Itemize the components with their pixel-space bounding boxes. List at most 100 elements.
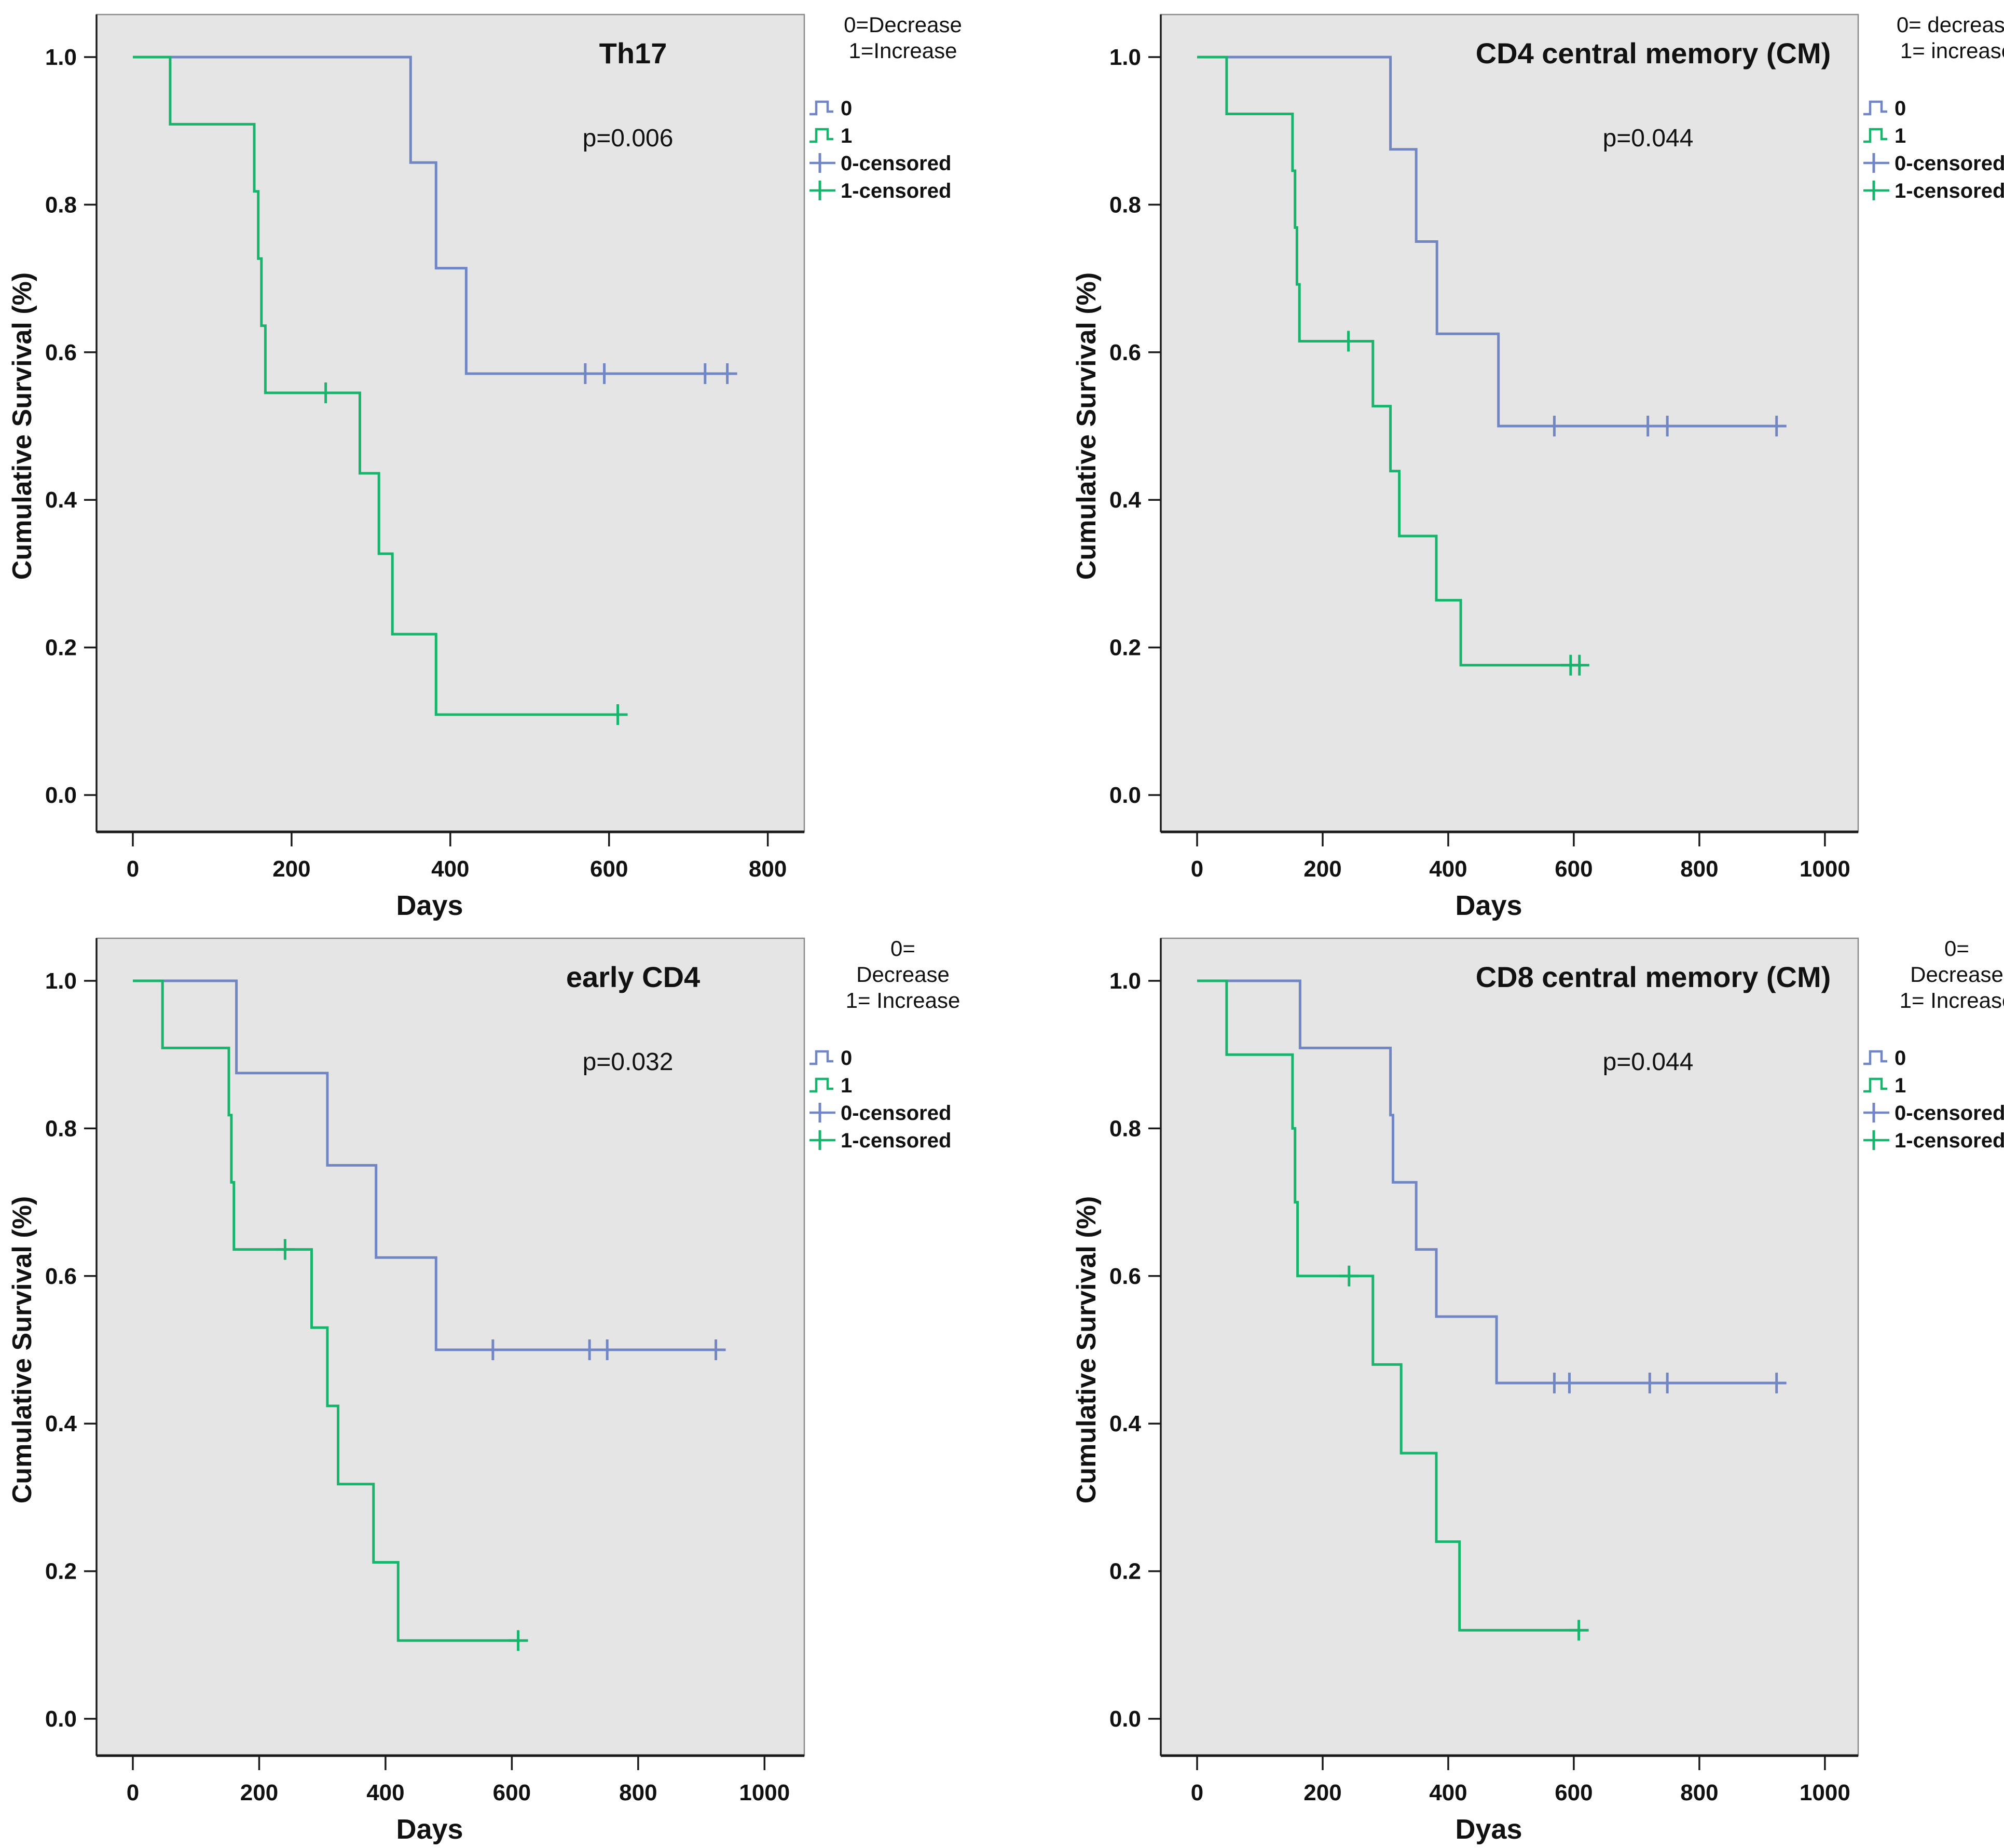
legend-entry-label: 0-censored: [1895, 1102, 2004, 1125]
legend: 0= decrease1= increase 0 1 0-censored 1-cens…: [1863, 12, 2004, 202]
y-axis-tick-label: 0.8: [45, 1116, 77, 1141]
series-1-curve: [133, 56, 618, 716]
x-axis-tick-label: 400: [366, 1780, 404, 1805]
plot-area: [1160, 937, 1859, 1757]
legend-title-line: 1= increase: [1900, 38, 2004, 63]
legend-step-line-icon: [1863, 1050, 1887, 1065]
plot-area: [95, 937, 805, 1757]
legend-entry-label: 1: [841, 125, 852, 147]
series-0-curve: [1197, 56, 1777, 428]
series-0-curve: [1197, 979, 1777, 1385]
plot-area: [1160, 13, 1859, 833]
x-axis-tick-label: 800: [749, 856, 787, 882]
legend-step-line-icon: [809, 128, 833, 143]
y-axis-tick-label: 0.2: [45, 1559, 77, 1584]
legend-title-line: Decrease: [1910, 962, 2003, 987]
x-axis-tick-label: 400: [431, 856, 469, 882]
panel-title: CD8 central memory (CM): [1476, 961, 1831, 993]
y-axis-tick-label: 0.6: [1109, 1264, 1141, 1289]
legend-entry-label: 0-censored: [841, 152, 951, 175]
km-plot-cd8-central-memory: 1.0 0.8 0.6 0.4 0.2 0.0 0 200 400 600 800 1000 Dyas C…: [1072, 936, 2004, 1845]
legend-entry-label: 1-censored: [1895, 180, 2004, 202]
x-axis-tick-label: 1000: [1800, 856, 1850, 882]
legend-title-line: Decrease: [856, 962, 950, 987]
x-axis-tick-label: 400: [1429, 1780, 1467, 1805]
x-axis-tick-label: 600: [1555, 856, 1593, 882]
series-0-censor-marks: [575, 363, 737, 385]
km-plot-th17: 1.0 0.8 0.6 0.4 0.2 0.0 0 200 400 600 800 Days Cumul…: [7, 12, 962, 921]
y-axis-tick-label: 0.4: [45, 1411, 77, 1436]
legend-title-line: 0= decrease: [1897, 12, 2004, 37]
p-value-label: p=0.044: [1603, 1048, 1694, 1076]
x-axis-tick-label: 600: [590, 856, 628, 882]
x-axis-title: Dyas: [1455, 1814, 1522, 1845]
x-axis-tick-label: 200: [1303, 856, 1341, 882]
legend-entry-label: 0: [1895, 1047, 1906, 1070]
y-axis-tick-label: 0.8: [45, 192, 77, 217]
y-axis-title: Cumulative Survival (%): [1072, 1196, 1102, 1503]
y-axis-tick-label: 0.2: [45, 635, 77, 661]
legend-step-line-icon: [1863, 1077, 1887, 1093]
legend-step-line-icon: [809, 1050, 833, 1065]
y-axis-tick-label: 0.6: [45, 1264, 77, 1289]
legend-entry-label: 1-censored: [1895, 1129, 2004, 1152]
x-axis-tick-label: 0: [1191, 856, 1203, 882]
x-axis-title: Days: [1455, 890, 1522, 921]
legend-entry-label: 0-censored: [841, 1102, 951, 1125]
y-axis-tick-label: 0.6: [45, 340, 77, 365]
legend-step-line-icon: [1863, 128, 1887, 143]
plot-area: [95, 13, 805, 833]
series-1-curve: [1197, 979, 1579, 1632]
y-axis-title: Cumulative Survival (%): [1072, 272, 1102, 580]
y-axis-title: Cumulative Survival (%): [7, 1196, 37, 1503]
series-0-censor-marks: [1544, 1372, 1787, 1393]
y-axis-tick-label: 0.4: [1109, 1411, 1142, 1436]
legend-entry-label: 1-censored: [841, 180, 951, 202]
legend-step-line-icon: [809, 1077, 833, 1093]
y-axis-tick-label: 0.8: [1109, 1116, 1141, 1141]
series-0-curve: [133, 56, 730, 375]
y-axis-tick-label: 1.0: [1109, 45, 1141, 70]
y-axis-tick-label: 0.0: [45, 783, 77, 808]
km-plot-early-cd4: 1.0 0.8 0.6 0.4 0.2 0.0 0 200 400 600 800 1000 Days C…: [7, 936, 960, 1845]
x-axis-tick-label: 200: [272, 856, 310, 882]
x-axis-tick-label: 1000: [739, 1780, 790, 1805]
x-axis-tick-label: 200: [240, 1780, 278, 1805]
y-axis-tick-label: 0.2: [1109, 1559, 1141, 1584]
series-1-censor-marks: [1339, 1265, 1589, 1641]
panel-cd4-central-memory: 1.0 0.8 0.6 0.4 0.2 0.0 0 200 400 600 800 1000 Days C…: [1002, 0, 2004, 924]
panel-cd8-central-memory: 1.0 0.8 0.6 0.4 0.2 0.0 0 200 400 600 800 1000 Dyas C…: [1002, 924, 2004, 1847]
y-axis-tick-label: 1.0: [45, 968, 77, 994]
legend-step-line-icon: [809, 100, 833, 116]
p-value-label: p=0.006: [583, 125, 674, 152]
y-axis-tick-label: 0.0: [1109, 783, 1141, 808]
series-1-censor-marks: [275, 1239, 528, 1651]
y-axis-tick-label: 1.0: [45, 45, 77, 70]
series-1-curve: [1197, 56, 1582, 667]
x-axis-tick-label: 800: [619, 1780, 657, 1805]
y-axis-tick-label: 0.6: [1109, 340, 1141, 365]
x-axis-tick-label: 0: [1191, 1780, 1203, 1805]
legend-step-line-icon: [1863, 100, 1887, 116]
panel-title: CD4 central memory (CM): [1476, 37, 1831, 70]
x-axis-tick-label: 600: [1555, 1780, 1593, 1805]
x-axis-tick-label: 1000: [1800, 1780, 1850, 1805]
y-axis-tick-label: 0.4: [1109, 487, 1142, 513]
panel-early-cd4: 1.0 0.8 0.6 0.4 0.2 0.0 0 200 400 600 800 1000 Days C…: [0, 924, 1002, 1847]
panel-th17: 1.0 0.8 0.6 0.4 0.2 0.0 0 200 400 600 800 Days Cumul…: [0, 0, 1002, 924]
y-axis-tick-label: 0.8: [1109, 192, 1141, 217]
x-axis-tick-label: 0: [127, 1780, 139, 1805]
legend-entry-label: 0-censored: [1895, 152, 2004, 175]
x-axis-tick-label: 0: [127, 856, 139, 882]
x-axis-tick-label: 200: [1303, 1780, 1341, 1805]
legend-entry-label: 0: [841, 97, 852, 120]
p-value-label: p=0.044: [1603, 125, 1694, 152]
legend-entry-label: 0: [841, 1047, 852, 1070]
legend-title-line: 1= Increase: [1900, 988, 2004, 1012]
series-1-censor-marks: [315, 382, 628, 725]
series-0-censor-marks: [1544, 416, 1787, 436]
